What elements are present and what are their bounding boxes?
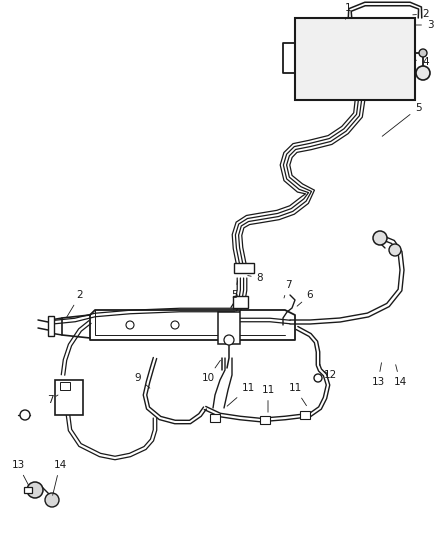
Text: 2: 2 [67, 290, 83, 318]
Text: 3: 3 [416, 20, 434, 30]
Bar [300, 411, 310, 419]
Bar [24, 487, 32, 493]
Text: 14: 14 [53, 460, 67, 495]
Text: 1: 1 [345, 3, 351, 19]
Circle shape [45, 493, 59, 507]
Text: 5: 5 [382, 103, 422, 136]
Text: 11: 11 [288, 383, 307, 406]
Circle shape [171, 321, 179, 329]
Circle shape [231, 321, 239, 329]
Circle shape [419, 49, 427, 57]
Bar [295, 18, 415, 100]
Bar [260, 416, 270, 424]
Text: 12: 12 [323, 370, 337, 380]
Bar [234, 263, 254, 273]
Text: 5: 5 [232, 281, 238, 300]
Circle shape [224, 335, 234, 345]
Circle shape [373, 231, 387, 245]
Circle shape [20, 410, 30, 420]
Text: 11: 11 [261, 385, 275, 412]
Circle shape [27, 482, 43, 498]
Text: 6: 6 [297, 290, 313, 306]
Bar [60, 382, 70, 390]
Text: 13: 13 [11, 460, 29, 486]
Text: 10: 10 [201, 360, 220, 383]
Circle shape [389, 244, 401, 256]
Text: 8: 8 [248, 273, 263, 283]
Text: 7: 7 [284, 280, 291, 298]
Bar [48, 316, 54, 336]
Bar [218, 312, 240, 344]
Circle shape [126, 321, 134, 329]
Text: 14: 14 [393, 365, 406, 387]
Text: 2: 2 [413, 9, 429, 19]
Circle shape [416, 66, 430, 80]
Text: 7: 7 [47, 395, 58, 405]
Circle shape [314, 374, 322, 382]
Bar [210, 414, 220, 422]
Bar [55, 380, 83, 415]
Text: 13: 13 [371, 363, 385, 387]
Text: 11: 11 [227, 383, 254, 406]
Bar [233, 296, 248, 308]
Text: 4: 4 [415, 57, 429, 67]
Text: 9: 9 [135, 373, 150, 388]
